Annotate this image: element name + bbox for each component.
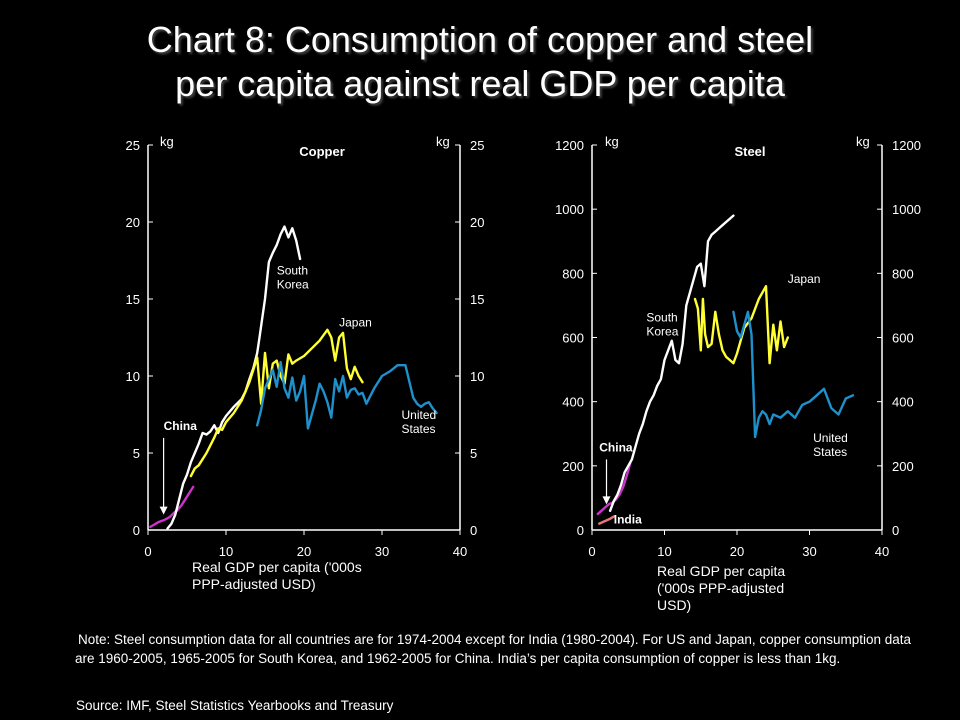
x-axis-label: Real GDP per capita ('000s PPP-adjusted US… <box>657 563 785 613</box>
y-tick-label-right: 800 <box>892 266 914 281</box>
y-tick-label-right: 25 <box>470 138 484 153</box>
x-tick-label: 40 <box>875 544 889 559</box>
annotation-india: India <box>614 513 642 527</box>
y-tick-label-right: 10 <box>470 369 484 384</box>
y-tick-label-left: 25 <box>126 138 140 153</box>
x-tick-label: 30 <box>802 544 816 559</box>
y-tick-label-right: 1000 <box>892 202 921 217</box>
y-unit-label-left: kg <box>160 134 174 149</box>
y-tick-label-left: 5 <box>133 446 140 461</box>
annotation-united-states: United States <box>813 431 848 459</box>
y-tick-label-right: 600 <box>892 331 914 346</box>
y-unit-label-left: kg <box>605 134 619 149</box>
x-tick-label: 0 <box>588 544 595 559</box>
annotation-united-states: United States <box>402 408 437 436</box>
chart-source: Source: IMF, Steel Statistics Yearbooks … <box>76 698 394 713</box>
y-tick-label-left: 1000 <box>555 202 584 217</box>
x-tick-label: 0 <box>144 544 151 559</box>
y-tick-label-right: 200 <box>892 459 914 474</box>
y-tick-label-right: 0 <box>892 523 899 538</box>
title-line-2: per capita against real GDP per capita <box>175 63 785 104</box>
series-line-south-korea <box>166 225 302 530</box>
y-tick-label-right: 15 <box>470 292 484 307</box>
y-tick-label-left: 10 <box>126 369 140 384</box>
y-tick-label-left: 15 <box>126 292 140 307</box>
series-line-united-states <box>256 360 438 430</box>
x-tick-label: 10 <box>219 544 233 559</box>
y-unit-label-right: kg <box>856 134 870 149</box>
annotation-japan: Japan <box>339 316 372 330</box>
annotation-china: China <box>164 419 198 433</box>
y-tick-label-right: 20 <box>470 215 484 230</box>
title-line-1: Chart 8: Consumption of copper and steel <box>146 19 814 60</box>
series-line-india <box>598 515 615 525</box>
y-tick-label-left: 1200 <box>555 138 584 153</box>
x-tick-label: 20 <box>730 544 744 559</box>
y-tick-label-right: 5 <box>470 446 477 461</box>
y-tick-label-left: 600 <box>562 331 584 346</box>
y-tick-label-right: 0 <box>470 523 477 538</box>
y-unit-label-right: kg <box>436 134 450 149</box>
x-tick-label: 10 <box>657 544 671 559</box>
annotation-arrowhead <box>159 506 168 515</box>
annotation-south-korea: South Korea <box>646 310 678 338</box>
y-tick-label-left: 0 <box>133 523 140 538</box>
series-line-japan <box>189 328 364 478</box>
y-tick-label-right: 1200 <box>892 138 921 153</box>
series-line-united-states <box>732 310 855 439</box>
page-title: Chart 8: Consumption of copper and steel… <box>0 18 960 106</box>
annotation-arrowhead <box>602 496 611 505</box>
annotation-japan: Japan <box>788 272 821 286</box>
chart-note: Note: Steel consumption data for all cou… <box>75 632 911 666</box>
series-line-japan <box>693 285 789 365</box>
series-line-south-korea <box>608 214 735 512</box>
chart-title: Steel <box>734 144 765 159</box>
chart-title: Copper <box>299 144 345 159</box>
y-tick-label-left: 800 <box>562 266 584 281</box>
y-tick-label-right: 400 <box>892 395 914 410</box>
x-axis-label: Real GDP per capita ('000s PPP-adjusted U… <box>192 559 362 592</box>
annotation-south-korea: South Korea <box>277 263 309 291</box>
annotation-china: China <box>599 440 633 454</box>
y-tick-label-left: 0 <box>577 523 584 538</box>
x-tick-label: 20 <box>297 544 311 559</box>
series-line-china <box>149 485 195 529</box>
y-tick-label-left: 20 <box>126 215 140 230</box>
x-tick-label: 30 <box>375 544 389 559</box>
y-tick-label-left: 400 <box>562 395 584 410</box>
x-tick-label: 40 <box>453 544 467 559</box>
y-tick-label-left: 200 <box>562 459 584 474</box>
